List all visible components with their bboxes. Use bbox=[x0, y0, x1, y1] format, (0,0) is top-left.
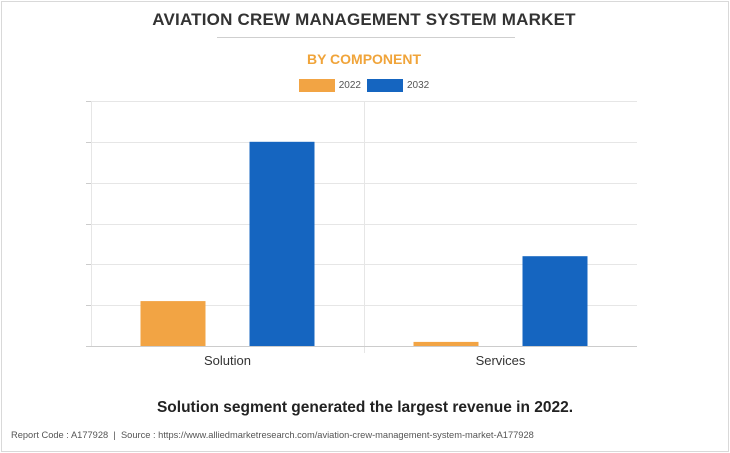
legend-swatch-2022 bbox=[298, 79, 335, 92]
x-tick-label-services: Services bbox=[476, 353, 526, 368]
source-link[interactable]: Source : https://www.alliedmarketresearc… bbox=[120, 430, 534, 440]
x-tick-label-solution: Solution bbox=[204, 353, 251, 368]
legend-item-2022: 2022 bbox=[298, 79, 361, 92]
legend-label-2022: 2022 bbox=[338, 80, 361, 91]
bar-solution-2022 bbox=[140, 301, 206, 346]
chart-subtitle: BY COMPONENT bbox=[306, 51, 422, 67]
legend-item-2032: 2032 bbox=[367, 79, 429, 92]
title-divider bbox=[217, 37, 515, 38]
legend-swatch-2032 bbox=[367, 79, 403, 92]
chart-title: AVIATION CREW MANAGEMENT SYSTEM MARKET bbox=[152, 10, 576, 29]
legend-label-2032: 2032 bbox=[407, 80, 430, 91]
chart-legend: 2022 2032 bbox=[0, 79, 728, 92]
chart-caption: Solution segment generated the largest r… bbox=[156, 399, 574, 416]
bar-services-2032 bbox=[522, 256, 588, 346]
bar-solution-2032 bbox=[249, 141, 315, 346]
report-footer: Report Code : A177928 | Source : https:/… bbox=[11, 430, 534, 440]
bar-services-2022 bbox=[413, 341, 479, 346]
report-code: Report Code : A177928 bbox=[11, 430, 109, 440]
footer-separator: | bbox=[113, 430, 116, 440]
